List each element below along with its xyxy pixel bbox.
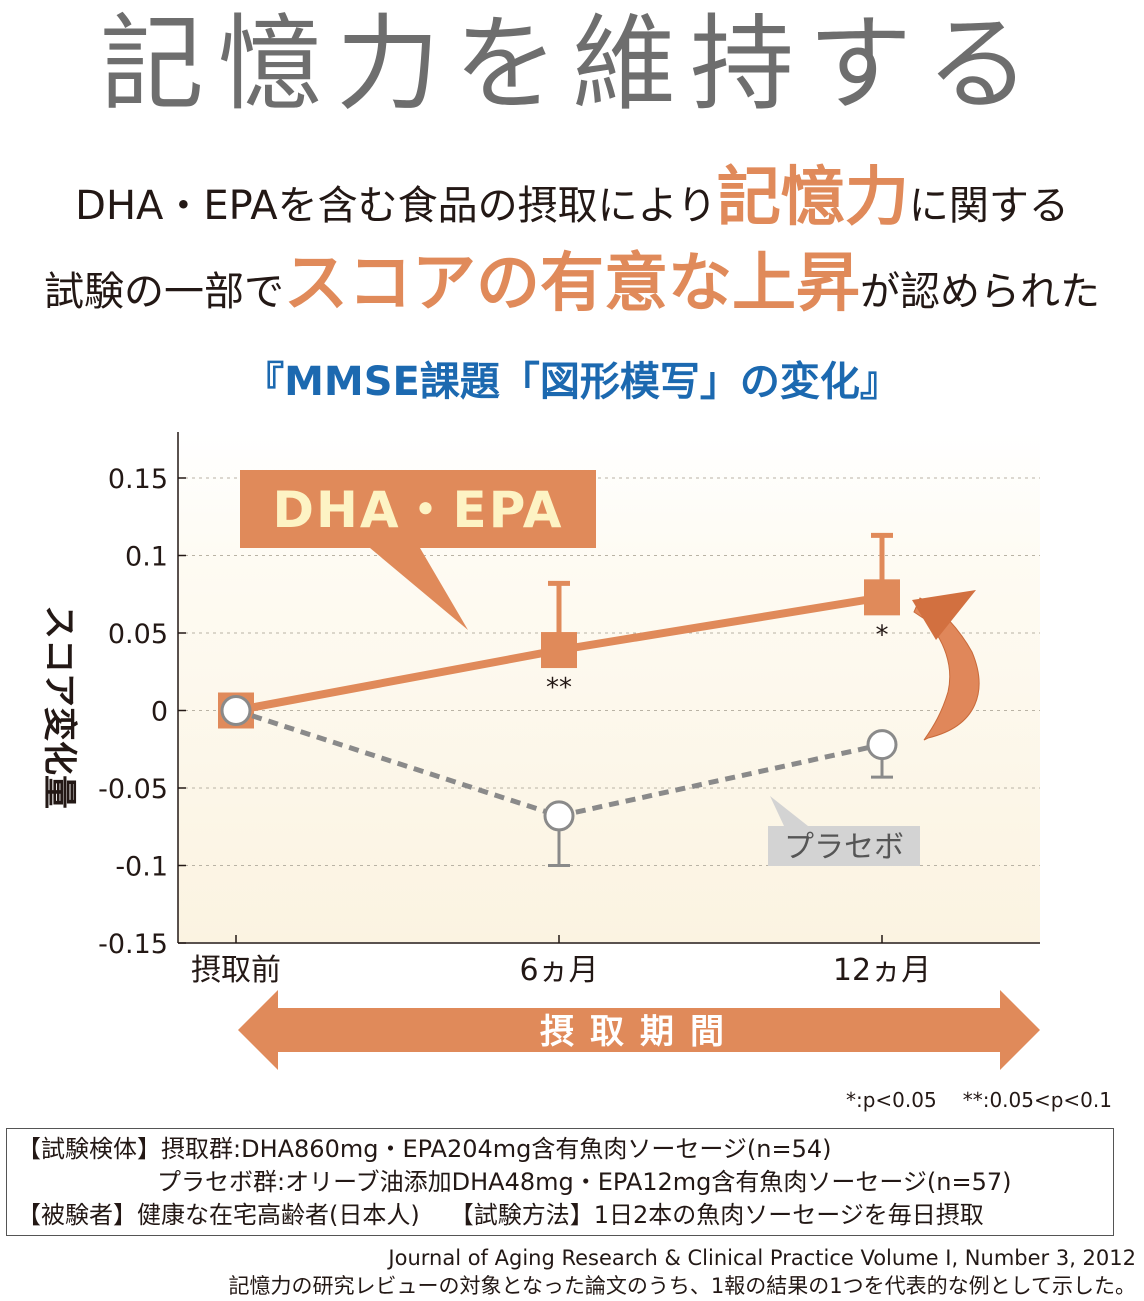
study-info-line-2: プラセボ群:オリーブ油添加DHA48mg・EPA12mg含有魚肉ソーセージ(n=… xyxy=(157,1168,1012,1196)
intake-period-arrow xyxy=(238,990,1040,1070)
study-info-line-1: 【試験検体】摂取群:DHA860mg・EPA204mg含有魚肉ソーセージ(n=5… xyxy=(17,1135,832,1163)
subtitle-line-2-post: が認められた xyxy=(860,269,1100,315)
x-axis-label: 摂取期間 xyxy=(540,1012,740,1052)
y-tick-label: 0.1 xyxy=(125,542,168,573)
subtitle-line-1-highlight: 記憶力 xyxy=(716,161,909,235)
significance-note: *:p<0.05 **:0.05<p<0.1 xyxy=(820,1088,1112,1112)
significance-note-p1: *:p<0.05 xyxy=(845,1088,937,1112)
dha-epa-point xyxy=(541,632,577,669)
headline: 記憶力を維持する xyxy=(99,3,1044,125)
y-tick-label: 0.15 xyxy=(108,464,168,495)
significance-note-p2: **:0.05<p<0.1 xyxy=(962,1088,1112,1112)
x-tick-labels: 摂取前 6ヵ月 12ヵ月 xyxy=(191,935,931,988)
x-tick-label: 12ヵ月 xyxy=(833,953,931,988)
study-info-method: 【試験方法】1日2本の魚肉ソーセージを毎日摂取 xyxy=(449,1201,984,1229)
series-dha-epa: *** xyxy=(218,532,900,729)
placebo-point xyxy=(543,800,575,832)
study-info-line-3: 【被験者】健康な在宅高齢者(日本人) 【試験方法】1日2本の魚肉ソーセージを毎日摂… xyxy=(17,1199,1103,1232)
subtitle-line-2-highlight: スコアの有意な上昇 xyxy=(284,247,860,321)
subtitle-line-2: 試験の一部でスコアの有意な上昇が認められた xyxy=(0,244,1144,324)
subtitle-line-1-pre: DHA・EPAを含む食品の摂取により xyxy=(75,183,717,229)
y-tick-labels: 0.15 0.1 0.05 0 -0.05 -0.1 -0.15 xyxy=(98,464,168,960)
y-tick-label: -0.05 xyxy=(98,774,168,805)
significance-mark: * xyxy=(876,620,889,650)
subtitle-line-1: DHA・EPAを含む食品の摂取により記憶力に関する xyxy=(0,158,1144,238)
placebo-callout-label: プラセボ xyxy=(784,830,904,865)
source-note: 記憶力の研究レビューの対象となった論文のうち、1報の結果の1つを代表的な例として… xyxy=(228,1274,1136,1298)
study-info-subjects: 【被験者】健康な在宅高齢者(日本人) xyxy=(17,1201,420,1229)
placebo-point xyxy=(866,729,898,761)
placebo-callout xyxy=(768,796,920,866)
y-tick-label: -0.1 xyxy=(115,852,168,883)
placebo-point xyxy=(220,695,252,726)
study-info-box: 【試験検体】摂取群:DHA860mg・EPA204mg含有魚肉ソーセージ(n=5… xyxy=(6,1128,1114,1236)
up-curve-arrow-head-icon xyxy=(912,590,976,640)
mmse-chart: 0.15 0.1 0.05 0 -0.05 -0.1 -0.15 摂取前 6ヵ月 12ヵ月 スコ… xyxy=(39,432,1040,1070)
y-tick-label: -0.15 xyxy=(98,929,168,960)
source-citation: Journal of Aging Research & Clinical Pra… xyxy=(388,1246,1136,1270)
x-tick-label: 6ヵ月 xyxy=(519,953,598,988)
subtitle-line-2-pre: 試験の一部で xyxy=(44,269,284,315)
dha-epa-callout xyxy=(240,470,596,630)
source: Journal of Aging Research & Clinical Pra… xyxy=(229,1244,1136,1300)
dha-epa-point xyxy=(864,579,900,616)
y-axis-label: スコア変化量 xyxy=(39,605,79,809)
y-tick-label: 0.05 xyxy=(108,619,168,650)
subtitle-line-1-post: に関する xyxy=(908,183,1069,229)
x-tick-label: 摂取前 xyxy=(191,953,281,988)
chart-title: 『MMSE課題「図形模写」の変化』 xyxy=(244,359,900,405)
y-tick-label: 0 xyxy=(151,697,168,728)
significance-mark: ** xyxy=(546,673,572,703)
up-curve-arrow-icon xyxy=(913,597,980,741)
dha-epa-callout-label: DHA・EPA xyxy=(273,481,564,539)
